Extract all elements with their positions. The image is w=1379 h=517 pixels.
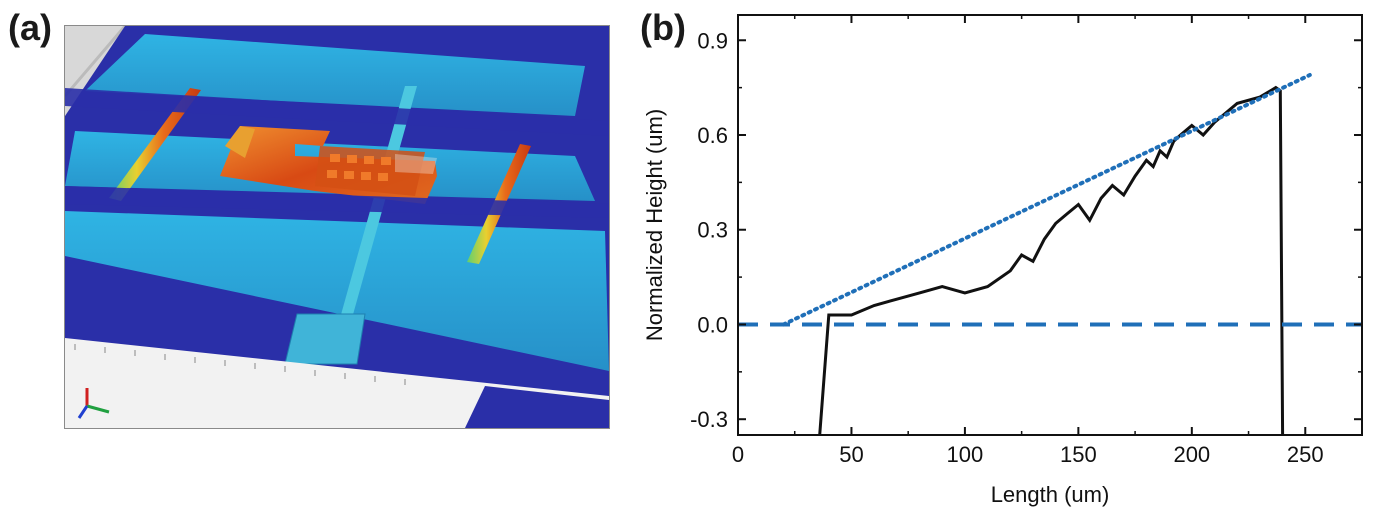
- surface-render-image: [64, 25, 610, 429]
- film-band-1: [85, 34, 585, 116]
- central-structure: [220, 126, 437, 204]
- y-tick-label: 0.3: [697, 218, 728, 243]
- frame-edge: [65, 26, 127, 97]
- y-tick-label: 0.0: [697, 312, 728, 337]
- axis-triad-icon: [77, 388, 110, 419]
- height-profile-chart: 0 50 100 150 200 250 -0.3 0.0 0.3 0.6 0.9 Length (…: [642, 14, 1363, 507]
- y-tick-label: 0.9: [697, 28, 728, 53]
- panel-b-label: (b): [640, 7, 686, 48]
- x-tick-label: 50: [839, 442, 863, 467]
- series-linear-fit: [781, 73, 1312, 327]
- y-tick-label: 0.6: [697, 123, 728, 148]
- y-tick-label: -0.3: [690, 407, 728, 432]
- x-tick-label: 100: [947, 442, 984, 467]
- x-tick-label: 150: [1060, 442, 1097, 467]
- x-tick-label: 200: [1173, 442, 1210, 467]
- series-height-profile: [818, 85, 1285, 435]
- left-bar: [109, 88, 201, 201]
- x-axis-title: Length (um): [991, 482, 1110, 507]
- plot-frame: [737, 14, 1363, 436]
- panel-a-label: (a): [8, 7, 52, 48]
- y-axis-title: Normalized Height (um): [642, 109, 667, 341]
- surface-render-drawing: [65, 26, 609, 428]
- contact-pad: [284, 313, 366, 365]
- x-tick-label: 0: [732, 442, 744, 467]
- x-tick-label: 250: [1287, 442, 1324, 467]
- scale-ruler: [65, 338, 609, 428]
